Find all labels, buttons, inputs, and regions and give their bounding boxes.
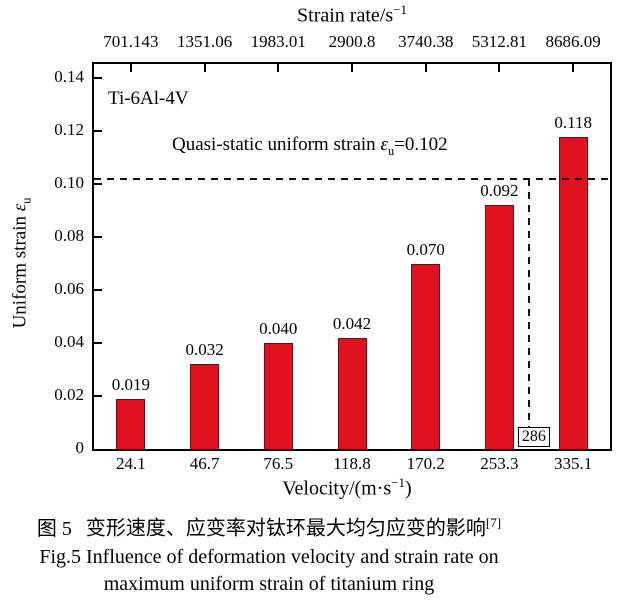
x-axis-title: Velocity/(m·s−1) bbox=[282, 475, 411, 501]
quasi-static-annotation: Quasi-static uniform strain εu=0.102 bbox=[172, 134, 448, 159]
y-axis-epsilon: ε bbox=[9, 203, 31, 212]
y-axis-tick bbox=[94, 130, 102, 133]
top-axis-title-text: Strain rate/s bbox=[297, 4, 394, 27]
bar bbox=[337, 337, 367, 449]
y-axis-tick bbox=[94, 183, 102, 186]
bar bbox=[484, 205, 514, 449]
bar-value-label: 0.032 bbox=[185, 340, 224, 360]
y-axis-title: Uniform strain εu bbox=[10, 198, 35, 329]
x-axis-title-sup: −1 bbox=[391, 475, 406, 490]
caption-chinese: 图 5 变形速度、应变率对钛环最大均匀应变的影响[7] bbox=[0, 508, 538, 544]
y-tick-label: 0.12 bbox=[54, 120, 84, 140]
y-tick-label: 0 bbox=[75, 438, 85, 457]
bar-value-label: 0.118 bbox=[554, 112, 592, 132]
caption-figure-number-zh: 图 5 bbox=[36, 517, 72, 540]
y-axis-tick bbox=[94, 342, 102, 345]
y-axis-title-sub: u bbox=[19, 197, 34, 204]
epsilon-symbol: ε bbox=[380, 134, 388, 155]
caption-english-line1: Fig.5 Influence of deformation velocity … bbox=[39, 545, 499, 568]
y-tick-label: 0.04 bbox=[54, 332, 84, 352]
y-tick-label: 0.14 bbox=[54, 67, 84, 87]
top-tick-label: 1983.01 bbox=[250, 32, 306, 51]
x-tick-label: 170.2 bbox=[406, 454, 445, 473]
top-axis-tick bbox=[424, 64, 427, 72]
y-tick-label: 0.10 bbox=[54, 173, 84, 193]
reference-line bbox=[94, 177, 610, 180]
x-axis-title-post: ) bbox=[405, 477, 412, 500]
x-tick-label: 76.5 bbox=[263, 454, 294, 473]
x-tick-label: 253.3 bbox=[480, 454, 519, 473]
marker-line bbox=[527, 178, 530, 449]
y-tick-label: 0.06 bbox=[54, 279, 84, 299]
top-tick-label: 3740.38 bbox=[398, 32, 454, 51]
annotation-prefix: Quasi-static uniform strain bbox=[172, 134, 381, 155]
plot-area: Ti-6Al-4V Quasi-static uniform strain εu… bbox=[92, 62, 612, 451]
top-axis-tick bbox=[277, 64, 280, 72]
top-tick-label: 701.143 bbox=[103, 32, 159, 51]
bar-value-label: 0.040 bbox=[259, 319, 298, 339]
top-axis-tick bbox=[129, 64, 132, 72]
material-label: Ti-6Al-4V bbox=[108, 88, 189, 109]
y-tick-label: 0.08 bbox=[54, 226, 84, 246]
top-tick-label: 5312.81 bbox=[471, 32, 528, 51]
top-tick-label: 1351.06 bbox=[176, 32, 233, 51]
annotation-sub: u bbox=[387, 143, 395, 158]
bar-value-label: 0.019 bbox=[111, 374, 150, 394]
x-axis-title-pre: Velocity/(m·s bbox=[282, 477, 392, 500]
bar bbox=[263, 343, 293, 449]
bar-value-label: 0.070 bbox=[406, 239, 445, 259]
bar bbox=[558, 136, 588, 449]
top-axis-tick bbox=[498, 64, 501, 72]
bar bbox=[190, 364, 220, 449]
bar bbox=[116, 398, 146, 449]
y-axis-tick bbox=[94, 236, 102, 239]
x-tick-label: 46.7 bbox=[189, 454, 220, 473]
bar-value-label: 0.042 bbox=[332, 313, 372, 333]
top-axis-title-sup: −1 bbox=[393, 2, 407, 17]
bar-value-label: 0.092 bbox=[480, 181, 519, 201]
y-axis-tick bbox=[94, 395, 102, 398]
marker-box: 286 bbox=[517, 427, 550, 447]
y-axis-tick bbox=[94, 289, 102, 292]
top-tick-label: 2900.8 bbox=[328, 32, 376, 51]
caption: 图 5 变形速度、应变率对钛环最大均匀应变的影响[7] Fig.5 Influen… bbox=[0, 508, 538, 598]
x-tick-label: 118.8 bbox=[333, 454, 371, 473]
top-axis-tick bbox=[351, 64, 353, 72]
x-tick-label: 335.1 bbox=[554, 454, 593, 473]
caption-text-zh: 变形速度、应变率对钛环最大均匀应变的影响 bbox=[85, 517, 486, 540]
annotation-suffix: =0.102 bbox=[394, 134, 448, 155]
bar bbox=[411, 263, 441, 449]
top-axis-tick bbox=[572, 64, 575, 72]
y-axis-tick bbox=[94, 77, 102, 80]
top-axis-title: Strain rate/s−1 bbox=[297, 2, 407, 28]
top-tick-label: 8686.09 bbox=[545, 32, 601, 51]
x-tick-label: 24.1 bbox=[115, 454, 146, 473]
top-axis-tick bbox=[203, 64, 206, 72]
caption-reference-sup: [7] bbox=[485, 515, 502, 530]
caption-english-line2: maximum uniform strain of titanium ring bbox=[103, 572, 435, 595]
y-tick-label: 0.02 bbox=[54, 385, 84, 405]
